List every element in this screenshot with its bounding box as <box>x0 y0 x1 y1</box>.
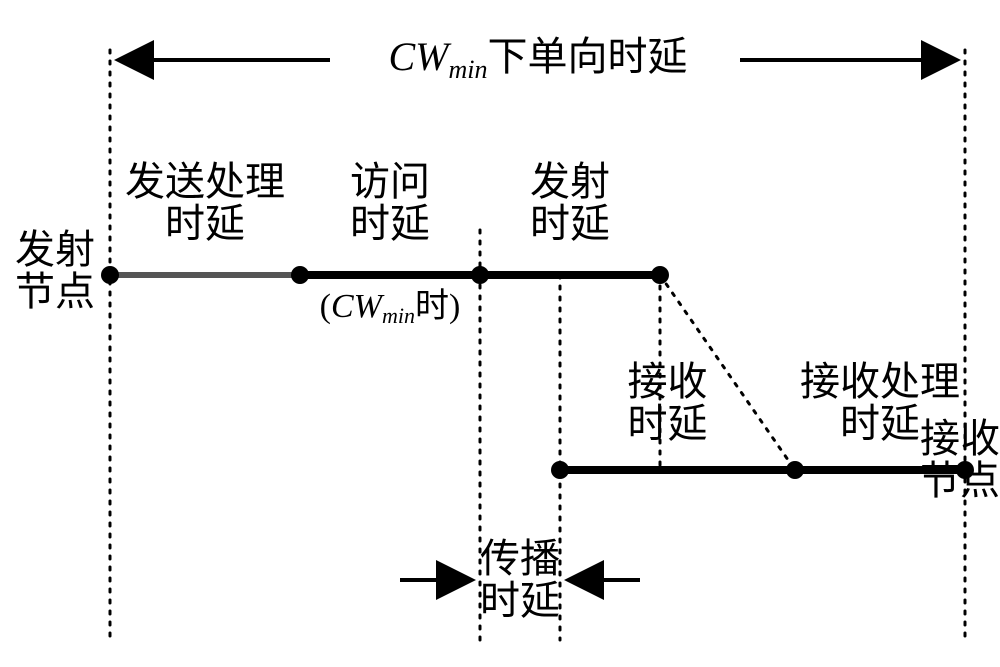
recv-bar-node <box>786 461 804 479</box>
diagram-label: 时延 <box>350 201 430 246</box>
diagram-label: 传播 <box>480 536 560 581</box>
emit-bar-node <box>651 266 669 284</box>
total-delay-label: CWmin下单向时延 <box>389 34 688 84</box>
diagram-label: 发射 <box>530 159 610 204</box>
access-cwmin-paren: (CWmin时) <box>320 288 461 328</box>
recv-node-label: 节点 <box>920 458 1000 503</box>
diagram-label: 接收处理 <box>800 359 960 404</box>
diagram-label: 时延 <box>480 578 560 623</box>
diagram-label: 时延 <box>628 401 708 446</box>
emit-bar-node <box>471 266 489 284</box>
diagram-label: 时延 <box>165 201 245 246</box>
recv-node-label: 接收 <box>920 416 1000 461</box>
diagram-label: 访问 <box>350 159 430 204</box>
diagram-label: 接收 <box>628 359 708 404</box>
diagram-label: 时延 <box>530 201 610 246</box>
diagram-label: 节点 <box>15 269 95 314</box>
emit-bar-node <box>101 266 119 284</box>
delay-diagram: CWmin下单向时延发射节点发送处理时延访问时延(CWmin时)发射时延接收时延… <box>0 0 1000 667</box>
diagram-label: 时延 <box>840 401 920 446</box>
emit-bar-node <box>291 266 309 284</box>
diagram-label: 发射 <box>15 227 95 272</box>
recv-bar-node <box>551 461 569 479</box>
diagram-label: 发送处理 <box>125 159 285 204</box>
